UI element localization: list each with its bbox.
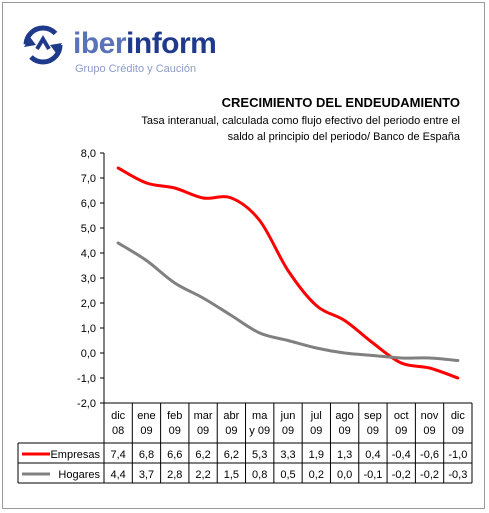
table-value-empresas: 1,3 bbox=[337, 449, 352, 461]
x-category-label: 09 bbox=[423, 425, 435, 437]
x-category-label: dic bbox=[451, 410, 466, 422]
table-value-hogares: 0,5 bbox=[280, 469, 295, 481]
legend-label-empresas: Empresas bbox=[50, 449, 100, 461]
series-line-hogares bbox=[116, 241, 460, 362]
table-value-hogares: 0,2 bbox=[309, 469, 324, 481]
table-value-hogares: 0,0 bbox=[337, 469, 352, 481]
table-value-empresas: 3,3 bbox=[280, 449, 295, 461]
y-tick-label: 8,0 bbox=[81, 148, 96, 160]
x-category-label: 09 bbox=[225, 425, 237, 437]
x-category-label: oct bbox=[394, 410, 409, 422]
x-category-label: 09 bbox=[367, 425, 379, 437]
x-category-label: abr bbox=[223, 410, 239, 422]
x-category-label: jun bbox=[280, 410, 296, 422]
table-value-hogares: 2,8 bbox=[167, 469, 182, 481]
logo-tagline: Grupo Crédito y Caución bbox=[75, 63, 197, 75]
logo-arrows-icon bbox=[23, 25, 63, 65]
x-category-label: sep bbox=[364, 410, 382, 422]
x-category-label: ma bbox=[252, 410, 268, 422]
table-value-hogares: -0,2 bbox=[392, 469, 411, 481]
y-tick-label: 3,0 bbox=[81, 273, 96, 285]
x-category-label: 09 bbox=[452, 425, 464, 437]
table-value-hogares: -0,2 bbox=[420, 469, 439, 481]
x-category-label: 09 bbox=[338, 425, 350, 437]
y-tick-label: 5,0 bbox=[81, 223, 96, 235]
x-category-label: 09 bbox=[197, 425, 209, 437]
x-category-label: nov bbox=[421, 410, 439, 422]
table-value-empresas: 1,9 bbox=[309, 449, 324, 461]
y-tick-label: 6,0 bbox=[81, 198, 96, 210]
x-category-label: 08 bbox=[112, 425, 124, 437]
table-value-empresas: 6,8 bbox=[139, 449, 154, 461]
table-value-hogares: 1,5 bbox=[224, 469, 239, 481]
iberinform-logo: iberinform Grupo Crédito y Caución bbox=[21, 21, 221, 81]
table-value-hogares: -0,1 bbox=[363, 469, 382, 481]
table-value-empresas: 6,2 bbox=[224, 449, 239, 461]
x-category-label: ene bbox=[137, 410, 155, 422]
subtitle-line-1: Tasa interanual, calculada como flujo ef… bbox=[141, 115, 460, 127]
table-value-empresas: 5,3 bbox=[252, 449, 267, 461]
x-category-label: 09 bbox=[310, 425, 322, 437]
y-tick-label: 1,0 bbox=[81, 323, 96, 335]
x-category-label: jul bbox=[310, 410, 322, 422]
y-tick-label: 7,0 bbox=[81, 173, 96, 185]
table-value-hogares: -0,3 bbox=[448, 469, 467, 481]
table-value-hogares: 0,8 bbox=[252, 469, 267, 481]
y-tick-label: 0,0 bbox=[81, 348, 96, 360]
table-value-hogares: 4,4 bbox=[111, 469, 126, 481]
x-category-label: 09 bbox=[282, 425, 294, 437]
chart-subtitle: Tasa interanual, calculada como flujo ef… bbox=[63, 113, 460, 145]
x-category-label: 09 bbox=[169, 425, 181, 437]
x-category-label: 09 bbox=[395, 425, 407, 437]
series-line-empresas bbox=[116, 166, 460, 380]
chart-title: CRECIMIENTO DEL ENDEUDAMIENTO bbox=[221, 95, 460, 110]
x-category-label: dic bbox=[111, 410, 126, 422]
table-value-empresas: 6,6 bbox=[167, 449, 182, 461]
table-value-empresas: 6,2 bbox=[195, 449, 210, 461]
table-value-empresas: -1,0 bbox=[448, 449, 467, 461]
report-frame: iberinform Grupo Crédito y Caución CRECI… bbox=[2, 2, 485, 509]
table-value-empresas: 0,4 bbox=[365, 449, 380, 461]
x-category-label: mar bbox=[194, 410, 213, 422]
table-value-empresas: -0,6 bbox=[420, 449, 439, 461]
table-value-hogares: 2,2 bbox=[195, 469, 210, 481]
table-value-empresas: -0,4 bbox=[392, 449, 411, 461]
y-tick-label: 4,0 bbox=[81, 248, 96, 260]
x-category-label: 09 bbox=[140, 425, 152, 437]
subtitle-line-2: saldo al principio del periodo/ Banco de… bbox=[227, 131, 460, 143]
x-category-label: ago bbox=[335, 410, 353, 422]
table-value-hogares: 3,7 bbox=[139, 469, 154, 481]
logo-wordmark: iberinform bbox=[73, 27, 217, 60]
y-tick-label: 2,0 bbox=[81, 298, 96, 310]
y-tick-label: -2,0 bbox=[77, 398, 96, 410]
legend-label-hogares: Hogares bbox=[58, 469, 100, 481]
x-category-label: y 09 bbox=[249, 425, 270, 437]
x-category-label: feb bbox=[167, 410, 182, 422]
table-value-empresas: 7,4 bbox=[111, 449, 126, 461]
y-tick-label: -1,0 bbox=[77, 373, 96, 385]
